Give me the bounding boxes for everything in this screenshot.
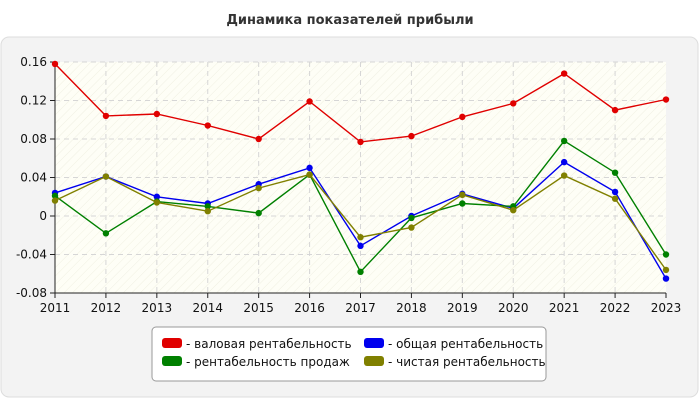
x-tick-label: 2019 [447, 301, 478, 315]
data-point [357, 268, 364, 276]
data-point [459, 191, 466, 199]
data-point [662, 96, 670, 103]
data-point [459, 200, 466, 207]
data-point [611, 169, 619, 176]
x-tick-label: 2023 [651, 301, 682, 315]
data-point [560, 158, 568, 166]
data-point [153, 193, 161, 200]
x-tick-label: 2021 [549, 301, 580, 315]
y-tick-label: 0.08 [20, 132, 47, 146]
legend-label: - валовая рентабельность [186, 337, 352, 351]
x-tick-label: 2014 [192, 301, 223, 315]
plot-area: -0.08 -0.04 0 0.04 0.08 0.12 0.16 2011 2012 2013 2… [16, 55, 681, 315]
data-point [255, 209, 262, 217]
x-tick-label: 2013 [142, 301, 173, 315]
data-point [510, 100, 517, 107]
x-tick-label: 2012 [91, 301, 122, 315]
data-point [662, 251, 670, 258]
data-point [560, 137, 568, 145]
data-point [408, 224, 415, 231]
x-tick-label: 2016 [294, 301, 325, 315]
legend-swatch [364, 356, 384, 366]
series-4 [51, 171, 670, 274]
series-2 [51, 158, 670, 282]
data-point [408, 214, 415, 222]
data-point [102, 230, 110, 237]
y-tick-label: 0.12 [20, 94, 47, 108]
x-tick-label: 2011 [40, 301, 71, 315]
data-point [51, 60, 59, 68]
data-point [102, 112, 110, 120]
data-point [102, 173, 110, 180]
data-point [357, 242, 364, 250]
data-point [560, 70, 568, 77]
y-tick-label: 0.16 [20, 55, 47, 69]
data-point [408, 132, 415, 140]
data-point [611, 195, 619, 202]
data-point [153, 199, 161, 206]
legend-label: - чистая рентабельность [388, 355, 546, 369]
legend-swatch [162, 356, 182, 366]
data-point [459, 113, 466, 121]
y-tick-label: -0.08 [16, 286, 47, 300]
legend-label: - общая рентабельность [388, 337, 543, 351]
data-point [306, 164, 313, 172]
legend: - валовая рентабельность - общая рентабел… [151, 326, 547, 382]
data-point [51, 192, 59, 199]
x-tick-label: 2022 [600, 301, 631, 315]
data-point [357, 138, 364, 146]
data-point [255, 184, 262, 192]
data-point [357, 233, 364, 241]
x-tick-label: 2020 [498, 301, 529, 315]
legend-box [151, 326, 547, 382]
data-point [255, 135, 262, 143]
x-tick-label: 2018 [396, 301, 427, 315]
data-point [662, 275, 670, 282]
data-point [204, 122, 211, 129]
data-point [51, 197, 59, 204]
series-1 [51, 60, 670, 146]
x-tick-label: 2017 [345, 301, 376, 315]
data-point [611, 106, 619, 114]
legend-swatch [162, 338, 182, 348]
data-point [204, 203, 211, 210]
data-point [611, 188, 619, 196]
chart-title: Динамика показателей прибыли [226, 13, 473, 28]
y-tick-label: -0.04 [16, 248, 47, 262]
x-tick-label: 2015 [243, 301, 274, 315]
data-point [204, 207, 211, 215]
legend-swatch [364, 338, 384, 348]
y-tick-label: 0 [39, 209, 47, 223]
data-point [510, 207, 517, 214]
legend-label: - рентабельность продаж [186, 355, 350, 369]
data-point [560, 172, 568, 179]
data-point [662, 266, 670, 274]
y-tick-label: 0.04 [20, 171, 47, 185]
data-point [306, 98, 313, 105]
data-point [153, 110, 161, 118]
data-point [306, 171, 313, 178]
